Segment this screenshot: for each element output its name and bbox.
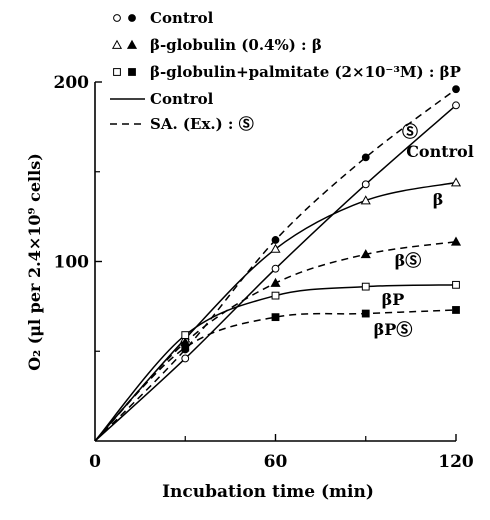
legend-entry-0: Control: [150, 9, 214, 27]
data-point-3-4: [450, 236, 462, 246]
curve-label-betaP-dashed: βPⓈ: [374, 320, 413, 339]
data-point-5-2: [271, 313, 280, 322]
data-point-5-3: [361, 309, 370, 318]
data-point-0-4: [452, 101, 460, 110]
curve-label-control: Control: [406, 142, 474, 161]
legend-entry-3: Control: [150, 90, 214, 108]
data-point-1-4: [452, 85, 460, 94]
legend-marker-open-0: [113, 14, 121, 22]
y-axis-label: O₂ (μl per 2.4×10⁹ cells): [25, 153, 44, 371]
legend: Control β-globulin (0.4%) : β β-globulin…: [110, 9, 461, 133]
data-point-4-4: [452, 280, 460, 289]
curve-label-control-dashed: Ⓢ: [402, 122, 418, 141]
curve-label-beta-dashed: βⓈ: [395, 251, 422, 270]
series-line-5: [94, 309, 457, 442]
data-point-0-2: [271, 264, 280, 273]
series-line-4: [94, 284, 457, 442]
data-point-1-2: [271, 236, 280, 244]
data-point-0-3: [361, 180, 370, 189]
data-point-4-2: [271, 291, 280, 300]
data-point-0-1: [181, 354, 190, 363]
x-axis-label: Incubation time (min): [162, 482, 374, 502]
legend-marker-filled-1: [126, 39, 138, 49]
legend-marker-open-2: [113, 68, 121, 76]
legend-marker-open-1: [111, 39, 123, 49]
legend-entry-1: β-globulin (0.4%) : β: [150, 36, 322, 54]
legend-marker-filled-2: [128, 68, 136, 76]
legend-entry-2: β-globulin+palmitate (2×10⁻³M) : βP: [150, 63, 461, 81]
data-point-1-3: [361, 153, 370, 162]
data-point-3-3: [360, 249, 371, 259]
legend-marker-filled-0: [128, 14, 136, 22]
x-tick-label: 0: [89, 452, 101, 472]
data-point-2-3: [360, 195, 371, 205]
series-line-3: [94, 241, 457, 442]
data-point-2-2: [270, 243, 281, 253]
data-point-5-4: [452, 306, 460, 314]
data-point-2-4: [450, 177, 462, 187]
y-tick-label: 100: [54, 253, 90, 273]
x-tick-label: 60: [264, 452, 288, 472]
data-point-5-1: [181, 343, 190, 352]
series-line-0: [94, 104, 457, 442]
data-point-3-2: [270, 277, 281, 287]
y-tick-label: 200: [54, 73, 90, 93]
data-point-4-1: [181, 331, 190, 339]
legend-entry-4: SA. (Ex.) : Ⓢ: [150, 115, 254, 133]
curve-label-beta: β: [433, 190, 444, 209]
curve-label-betaP: βP: [382, 290, 405, 309]
data-point-4-3: [361, 282, 370, 291]
x-tick-label: 120: [438, 452, 474, 472]
